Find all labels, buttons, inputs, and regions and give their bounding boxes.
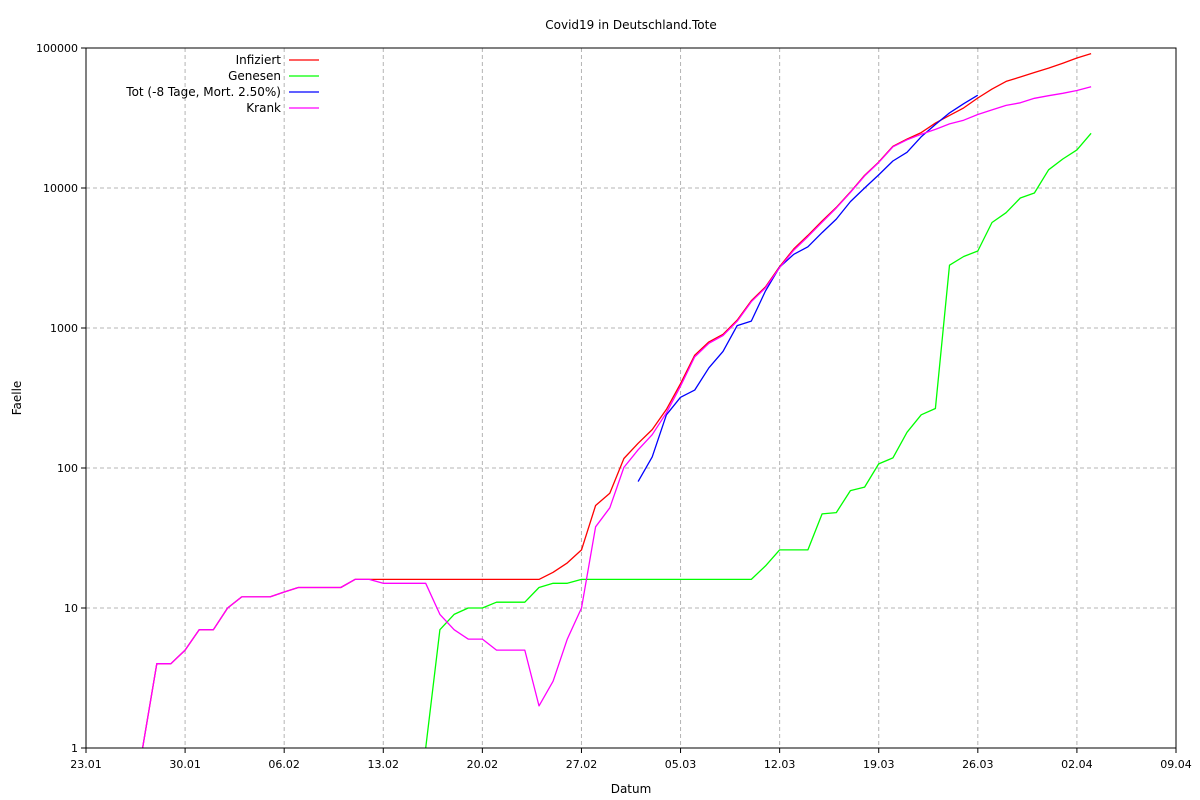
x-tick-label: 19.03 xyxy=(863,758,895,771)
series-line-infiziert xyxy=(141,52,1092,749)
y-tick-label: 10000 xyxy=(43,182,78,195)
y-axis-label: Faelle xyxy=(10,381,24,416)
chart-title: Covid19 in Deutschland.Tote xyxy=(545,18,716,32)
legend-label: Genesen xyxy=(228,69,281,83)
y-tick-label: 1 xyxy=(71,742,78,755)
legend-label: Krank xyxy=(246,101,281,115)
series-line-krank xyxy=(141,86,1092,749)
legend-label: Tot (-8 Tage, Mort. 2.50%) xyxy=(125,85,281,99)
y-tick-label: 10 xyxy=(64,602,78,615)
chart-grid xyxy=(86,48,1176,748)
x-axis-label: Datum xyxy=(611,782,652,796)
x-tick-label: 27.02 xyxy=(566,758,598,771)
y-tick-label: 100 xyxy=(57,462,78,475)
x-tick-label: 30.01 xyxy=(169,758,201,771)
chart-series xyxy=(141,52,1092,749)
x-tick-label: 13.02 xyxy=(368,758,400,771)
series-line-genesen xyxy=(425,132,1092,749)
x-tick-label: 09.04 xyxy=(1160,758,1192,771)
x-tick-label: 26.03 xyxy=(962,758,994,771)
y-tick-label: 100000 xyxy=(36,42,78,55)
series-line-tot xyxy=(637,94,979,482)
chart-legend: Infiziert Genesen Tot (-8 Tage, Mort. 2.50… xyxy=(125,53,319,115)
chart-ticks: 23.01 30.01 06.02 13.02 20.02 27.02 05.03 12.03… xyxy=(36,42,1192,771)
legend-label: Infiziert xyxy=(236,53,282,67)
x-tick-label: 02.04 xyxy=(1061,758,1093,771)
x-tick-label: 23.01 xyxy=(70,758,102,771)
y-tick-label: 1000 xyxy=(50,322,78,335)
x-tick-label: 12.03 xyxy=(764,758,796,771)
plot-frame xyxy=(85,47,1177,749)
x-tick-label: 06.02 xyxy=(268,758,300,771)
x-tick-label: 05.03 xyxy=(665,758,697,771)
x-tick-label: 20.02 xyxy=(467,758,499,771)
